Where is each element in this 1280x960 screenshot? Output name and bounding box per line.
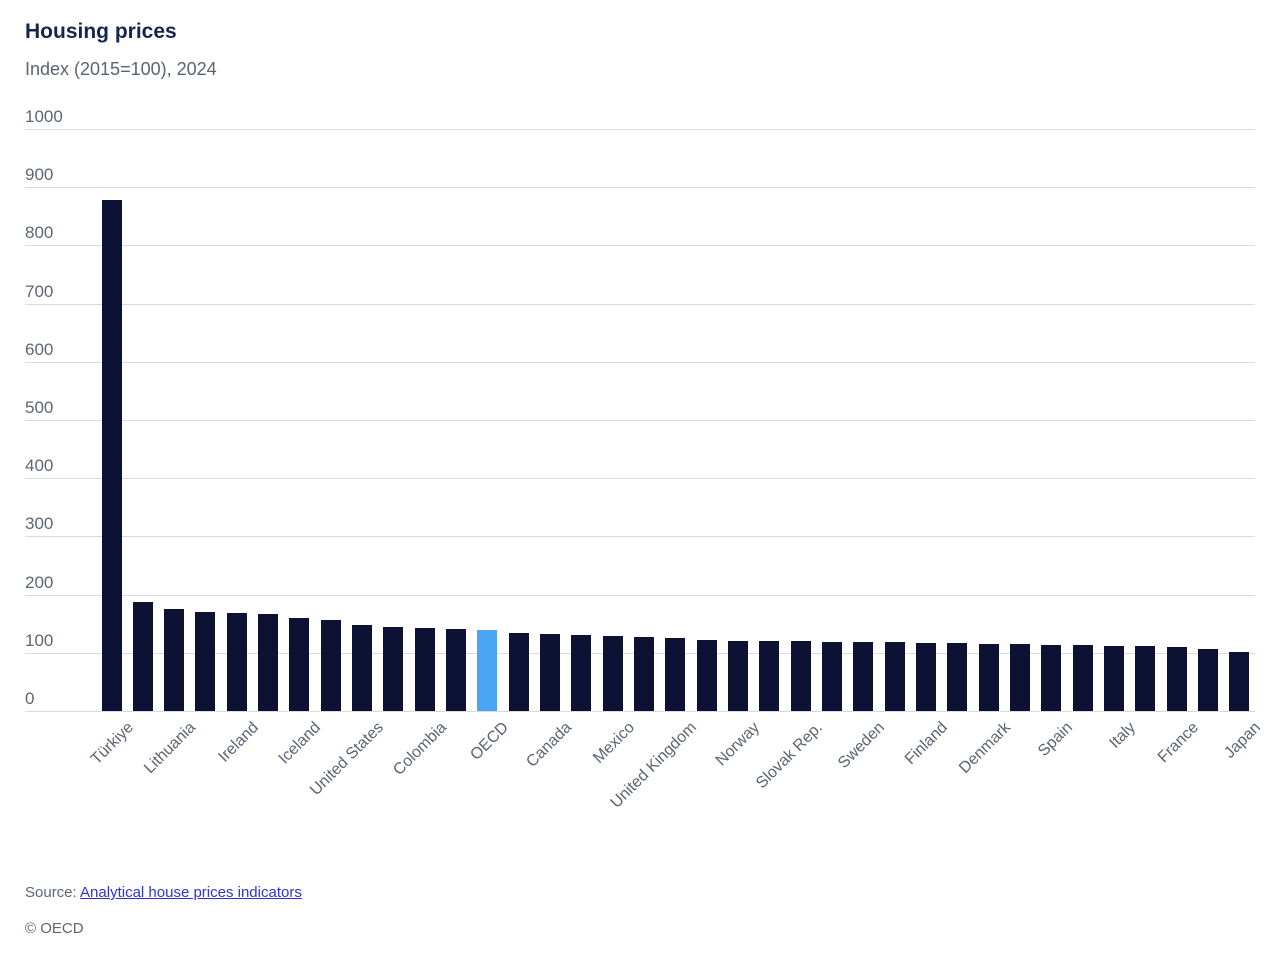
bar-unlabeled-27[interactable]: [947, 642, 968, 711]
gridline-1000: [25, 129, 1255, 130]
y-tick-label-600: 600: [25, 339, 54, 359]
bar-unlabeled-25[interactable]: [884, 642, 905, 711]
bar-finland[interactable]: [916, 642, 937, 711]
bar-unlabeled-33[interactable]: [1135, 646, 1156, 711]
bar-unlabeled-29[interactable]: [1010, 644, 1031, 711]
y-tick-label-300: 300: [25, 514, 54, 534]
gridline-200: [25, 594, 1255, 596]
bar-colombia[interactable]: [414, 628, 435, 711]
bar-italy[interactable]: [1104, 646, 1125, 711]
bar-oecd[interactable]: [477, 629, 498, 711]
source-line: Source: Analytical house prices indicato…: [25, 884, 302, 901]
bar-norway[interactable]: [728, 640, 749, 711]
bar-spain[interactable]: [1041, 644, 1062, 711]
bar-unlabeled-15[interactable]: [571, 635, 592, 711]
bar-slovak-rep-[interactable]: [790, 641, 811, 711]
y-tick-label-800: 800: [25, 223, 54, 243]
source-link[interactable]: Analytical house prices indicators: [80, 884, 302, 901]
copyright-text: © OECD: [25, 920, 84, 937]
y-tick-label-400: 400: [25, 456, 54, 476]
x-label-france: France: [1154, 719, 1202, 767]
x-axis-labels: Türkiye Lithuania Ireland Iceland United Sta…: [0, 711, 1280, 891]
bar-unlabeled-31[interactable]: [1072, 645, 1093, 711]
x-label-spain: Spain: [1035, 719, 1077, 760]
bar-ireland[interactable]: [226, 613, 247, 711]
x-label-lithuania: Lithuania: [141, 719, 200, 777]
bar-france[interactable]: [1166, 646, 1187, 711]
bar-unlabeled-11[interactable]: [446, 628, 467, 711]
bar-canada[interactable]: [540, 634, 561, 711]
gridline-300: [25, 536, 1255, 538]
bar-unlabeled-23[interactable]: [822, 641, 843, 711]
gridline-800: [25, 245, 1255, 247]
y-tick-label-900: 900: [25, 165, 54, 185]
gridline-700: [25, 303, 1255, 305]
bar-unlabeled-21[interactable]: [759, 640, 780, 711]
bar-t-rkiye[interactable]: [101, 200, 122, 711]
bar-iceland[interactable]: [289, 617, 310, 711]
x-label-sweden: Sweden: [835, 719, 889, 772]
gridline-500: [25, 420, 1255, 421]
bar-unlabeled-3[interactable]: [195, 612, 216, 711]
x-label-japan: Japan: [1221, 719, 1265, 762]
x-label-ireland: Ireland: [215, 719, 262, 766]
bar-unlabeled-19[interactable]: [696, 640, 717, 711]
x-label-united-kingdom: United Kingdom: [607, 719, 701, 812]
y-tick-label-100: 100: [25, 630, 54, 650]
bar-unlabeled-13[interactable]: [508, 633, 529, 711]
plot-area: 0 100 200 300 400 500 600 700 800 900 1000: [25, 107, 1255, 712]
y-tick-label-700: 700: [25, 281, 54, 301]
gridline-0: [25, 711, 1255, 712]
bar-unlabeled-35[interactable]: [1198, 649, 1219, 711]
bar-unlabeled-9[interactable]: [383, 627, 404, 711]
bar-united-states[interactable]: [352, 624, 373, 711]
x-label-mexico: Mexico: [589, 719, 638, 767]
x-label-united-states: United States: [307, 719, 388, 799]
chart-title: Housing prices: [25, 20, 177, 43]
x-label-slovak-rep-: Slovak Rep.: [752, 719, 826, 793]
source-prefix: Source:: [25, 884, 81, 901]
x-label-iceland: Iceland: [275, 719, 325, 768]
x-label-colombia: Colombia: [390, 719, 450, 779]
bar-denmark[interactable]: [978, 643, 999, 711]
bar-unlabeled-17[interactable]: [634, 636, 655, 711]
gridline-400: [25, 478, 1255, 480]
gridline-900: [25, 187, 1255, 189]
bar-unlabeled-7[interactable]: [320, 619, 341, 711]
chart-subtitle: Index (2015=100), 2024: [25, 59, 217, 79]
x-label-denmark: Denmark: [955, 719, 1014, 777]
bar-sweden[interactable]: [853, 642, 874, 711]
x-label-oecd: OECD: [467, 719, 513, 764]
bar-unlabeled-5[interactable]: [258, 613, 279, 711]
x-label-italy: Italy: [1106, 719, 1140, 752]
bar-united-kingdom[interactable]: [665, 637, 686, 711]
gridline-600: [25, 361, 1255, 363]
y-tick-label-0: 0: [25, 689, 35, 708]
x-label-norway: Norway: [712, 719, 764, 770]
y-tick-label-1000: 1000: [25, 107, 63, 126]
y-tick-label-200: 200: [25, 572, 54, 592]
bar-unlabeled-1[interactable]: [132, 601, 153, 711]
x-label-t-rkiye: Türkiye: [87, 719, 137, 769]
bar-lithuania[interactable]: [164, 609, 185, 711]
bar-mexico[interactable]: [602, 635, 623, 711]
bar-japan[interactable]: [1229, 652, 1250, 711]
y-tick-label-500: 500: [25, 398, 54, 417]
x-label-canada: Canada: [523, 719, 576, 771]
x-label-finland: Finland: [901, 719, 952, 769]
